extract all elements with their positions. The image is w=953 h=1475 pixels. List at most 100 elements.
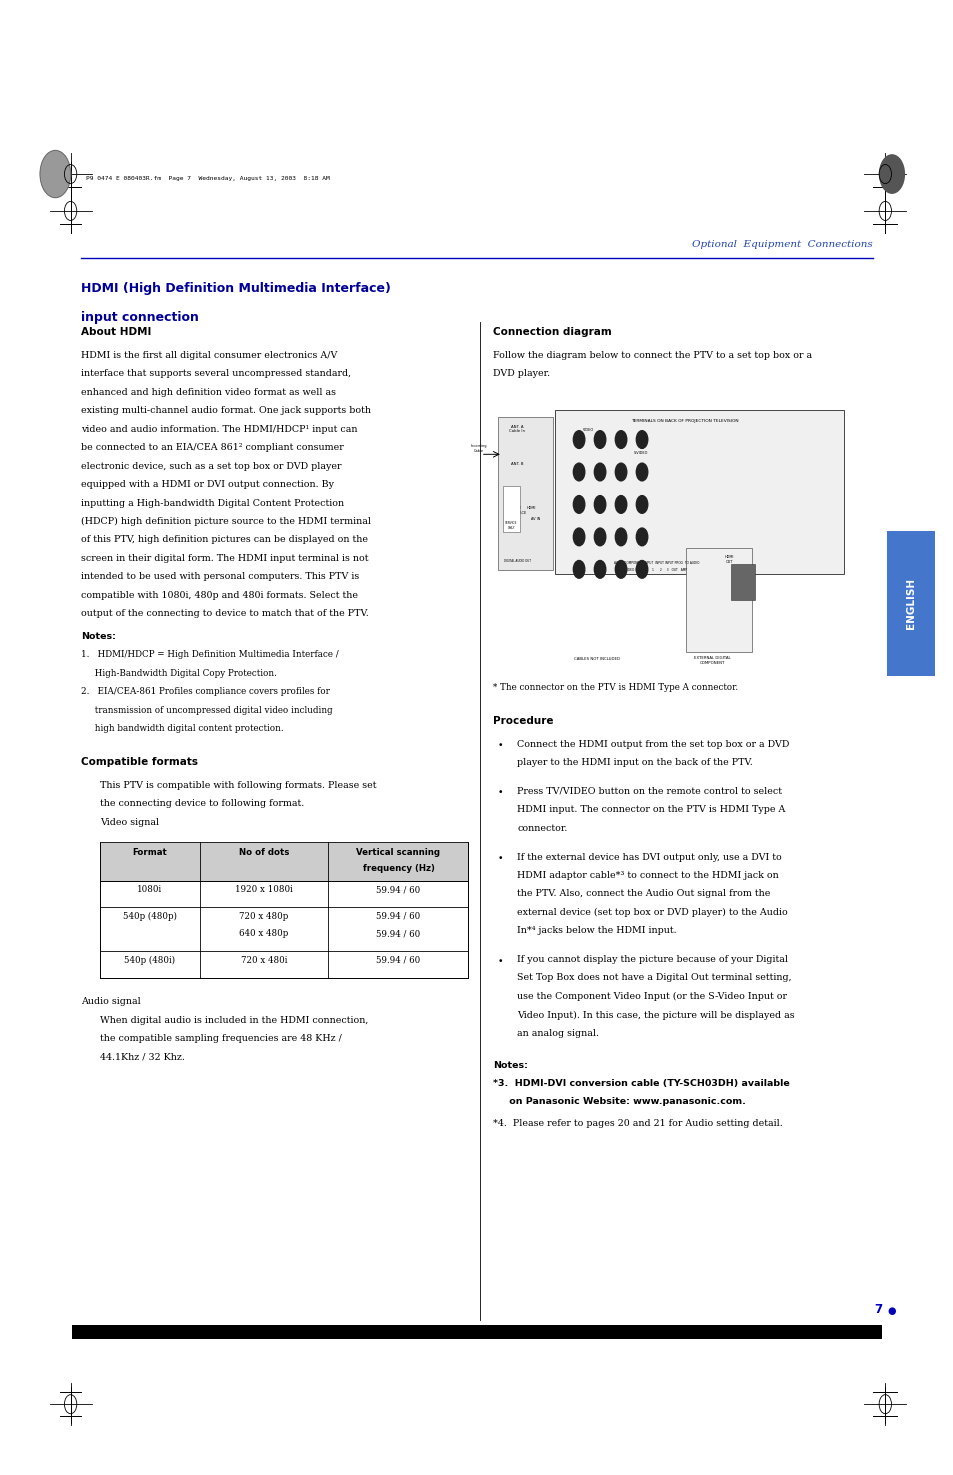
Text: No of dots: No of dots [238, 848, 289, 857]
Text: *4.  Please refer to pages 20 and 21 for Audio setting detail.: *4. Please refer to pages 20 and 21 for … [493, 1118, 782, 1128]
Circle shape [615, 431, 626, 448]
Bar [100, 842, 468, 881]
Text: the compatible sampling frequencies are 48 KHz /: the compatible sampling frequencies are … [100, 1034, 342, 1043]
Text: HDMI is the first all digital consumer electronics A/V: HDMI is the first all digital consumer e… [81, 351, 337, 360]
Text: ●: ● [886, 1305, 895, 1316]
Text: enhanced and high definition video format as well as: enhanced and high definition video forma… [81, 388, 335, 397]
Text: 59.94 / 60: 59.94 / 60 [375, 912, 420, 920]
Text: Press TV/VIDEO button on the remote control to select: Press TV/VIDEO button on the remote cont… [517, 788, 781, 797]
Circle shape [594, 463, 605, 481]
Text: (HDCP) high definition picture source to the HDMI terminal: (HDCP) high definition picture source to… [81, 518, 371, 527]
Text: 540p (480i): 540p (480i) [124, 956, 175, 965]
Text: VIDEO INPUT        1      2     3   OUT   AMP: VIDEO INPUT 1 2 3 OUT AMP [625, 568, 687, 572]
Text: HDMI (High Definition Multimedia Interface): HDMI (High Definition Multimedia Interfa… [81, 282, 391, 295]
Bar [502, 487, 519, 532]
Text: * The connector on the PTV is HDMI Type A connector.: * The connector on the PTV is HDMI Type … [493, 683, 738, 692]
Text: equipped with a HDMI or DVI output connection. By: equipped with a HDMI or DVI output conne… [81, 481, 334, 490]
Circle shape [879, 155, 903, 193]
Text: Connect the HDMI output from the set top box or a DVD: Connect the HDMI output from the set top… [517, 740, 789, 749]
Text: compatible with 1080i, 480p and 480i formats. Select the: compatible with 1080i, 480p and 480i for… [81, 590, 357, 600]
Text: Format: Format [132, 848, 167, 857]
Circle shape [40, 150, 71, 198]
Text: DCM
INTERFACE: DCM INTERFACE [507, 506, 526, 515]
Text: the PTV. Also, connect the Audio Out signal from the: the PTV. Also, connect the Audio Out sig… [517, 889, 770, 898]
Text: intended to be used with personal computers. This PTV is: intended to be used with personal comput… [81, 572, 359, 581]
Text: In*⁴ jacks below the HDMI input.: In*⁴ jacks below the HDMI input. [517, 926, 676, 935]
Text: input connection: input connection [81, 311, 199, 324]
Text: DIGITAL AUDIO OUT: DIGITAL AUDIO OUT [503, 559, 530, 563]
Circle shape [573, 528, 584, 546]
Text: AV IN: AV IN [531, 516, 539, 521]
Circle shape [615, 463, 626, 481]
Text: 59.94 / 60: 59.94 / 60 [375, 956, 420, 965]
Text: About HDMI: About HDMI [81, 327, 152, 338]
Text: Video signal: Video signal [100, 819, 159, 827]
Text: HDMI
OUT: HDMI OUT [723, 556, 733, 563]
Text: existing multi-channel audio format. One jack supports both: existing multi-channel audio format. One… [81, 407, 371, 416]
Text: High-Bandwidth Digital Copy Protection.: High-Bandwidth Digital Copy Protection. [81, 670, 276, 678]
Text: Audio signal: Audio signal [81, 997, 141, 1006]
Circle shape [573, 496, 584, 513]
Circle shape [636, 463, 647, 481]
Circle shape [594, 560, 605, 578]
Text: 640 x 480p: 640 x 480p [239, 929, 289, 938]
Text: S-VIDEO: S-VIDEO [633, 451, 648, 456]
Text: an analog signal.: an analog signal. [517, 1030, 598, 1038]
Text: 59.94 / 60: 59.94 / 60 [375, 929, 420, 938]
Text: transmission of uncompressed digital video including: transmission of uncompressed digital vid… [81, 707, 333, 715]
Text: *3.  HDMI-DVI conversion cable (TY-SCH03DH) available: *3. HDMI-DVI conversion cable (TY-SCH03D… [493, 1080, 789, 1089]
Text: the connecting device to following format.: the connecting device to following forma… [100, 799, 304, 808]
Text: inputting a High-bandwidth Digital Content Protection: inputting a High-bandwidth Digital Conte… [81, 499, 344, 507]
Bar [730, 563, 754, 600]
Text: HDMI adaptor cable*³ to connect to the HDMI jack on: HDMI adaptor cable*³ to connect to the H… [517, 870, 778, 881]
Text: on Panasonic Website: www.panasonic.com.: on Panasonic Website: www.panasonic.com. [493, 1097, 745, 1106]
Text: If the external device has DVI output only, use a DVI to: If the external device has DVI output on… [517, 853, 781, 861]
Text: interface that supports several uncompressed standard,: interface that supports several uncompre… [81, 369, 351, 379]
Text: ANT. B: ANT. B [511, 462, 523, 466]
Text: Notes:: Notes: [493, 1061, 528, 1069]
Text: SERVICE
ONLY: SERVICE ONLY [504, 521, 517, 530]
Circle shape [594, 528, 605, 546]
Circle shape [615, 528, 626, 546]
Text: HDMI input. The connector on the PTV is HDMI Type A: HDMI input. The connector on the PTV is … [517, 805, 784, 814]
Text: 7: 7 [873, 1302, 882, 1316]
Text: ENGLISH: ENGLISH [905, 578, 915, 628]
Text: frequency (Hz): frequency (Hz) [362, 864, 434, 873]
Text: When digital audio is included in the HDMI connection,: When digital audio is included in the HD… [100, 1016, 368, 1025]
Text: output of the connecting to device to match that of the PTV.: output of the connecting to device to ma… [81, 609, 369, 618]
Circle shape [636, 560, 647, 578]
Text: •: • [497, 957, 503, 966]
Text: •: • [497, 742, 503, 751]
Circle shape [636, 528, 647, 546]
Text: 59.94 / 60: 59.94 / 60 [375, 885, 420, 894]
Circle shape [636, 496, 647, 513]
Text: P9 0474 E 080403R.fm  Page 7  Wednesday, August 13, 2003  8:18 AM: P9 0474 E 080403R.fm Page 7 Wednesday, A… [86, 176, 330, 181]
Text: 1.   HDMI/HDCP = High Definition Multimedia Interface /: 1. HDMI/HDCP = High Definition Multimedi… [81, 650, 338, 659]
Bar [685, 549, 752, 652]
Circle shape [615, 496, 626, 513]
Text: CABLES NOT INCLUDED: CABLES NOT INCLUDED [574, 656, 619, 661]
Text: electronic device, such as a set top box or DVD player: electronic device, such as a set top box… [81, 462, 341, 471]
Text: Set Top Box does not have a Digital Out terminal setting,: Set Top Box does not have a Digital Out … [517, 974, 791, 982]
Bar [100, 881, 468, 978]
Bar [886, 531, 934, 676]
Circle shape [573, 560, 584, 578]
Bar [71, 1325, 882, 1339]
Text: This PTV is compatible with following formats. Please set: This PTV is compatible with following fo… [100, 782, 376, 791]
Text: ANT. A
Cable In: ANT. A Cable In [509, 425, 525, 434]
Text: external device (set top box or DVD player) to the Audio: external device (set top box or DVD play… [517, 909, 787, 917]
Text: AUDIO COMPONENT INPUT  INPUT INPUT PROG  TO AUDIO: AUDIO COMPONENT INPUT INPUT INPUT PROG T… [613, 560, 699, 565]
Text: high bandwidth digital content protection.: high bandwidth digital content protectio… [81, 724, 283, 733]
Text: Follow the diagram below to connect the PTV to a set top box or a: Follow the diagram below to connect the … [493, 351, 812, 360]
Text: Video Input). In this case, the picture will be displayed as: Video Input). In this case, the picture … [517, 1010, 794, 1019]
Circle shape [573, 463, 584, 481]
Text: 1920 x 1080i: 1920 x 1080i [235, 885, 293, 894]
Text: 540p (480p): 540p (480p) [123, 912, 176, 920]
Text: DVD player.: DVD player. [493, 369, 550, 379]
Text: Procedure: Procedure [493, 717, 553, 726]
Text: 720 x 480i: 720 x 480i [240, 956, 287, 965]
Bar [555, 410, 843, 574]
Text: If you cannot display the picture because of your Digital: If you cannot display the picture becaus… [517, 956, 787, 965]
Text: 720 x 480p: 720 x 480p [239, 912, 289, 920]
Text: 2.   EIA/CEA-861 Profiles compliance covers profiles for: 2. EIA/CEA-861 Profiles compliance cover… [81, 687, 330, 696]
